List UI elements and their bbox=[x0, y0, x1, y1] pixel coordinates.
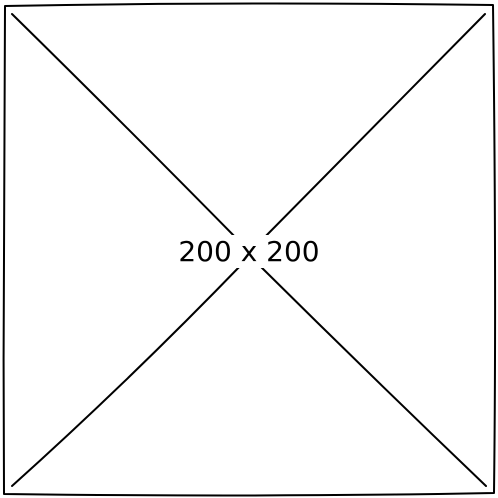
diagonal-line-top-right bbox=[255, 13, 486, 247]
diagonal-line-bottom-left bbox=[11, 261, 245, 487]
diagonal-line-top-left bbox=[11, 13, 245, 247]
placeholder-size-label: 200 x 200 bbox=[0, 234, 498, 270]
diagonal-line-bottom-right bbox=[255, 261, 487, 487]
placeholder-size-text: 200 x 200 bbox=[172, 235, 326, 268]
